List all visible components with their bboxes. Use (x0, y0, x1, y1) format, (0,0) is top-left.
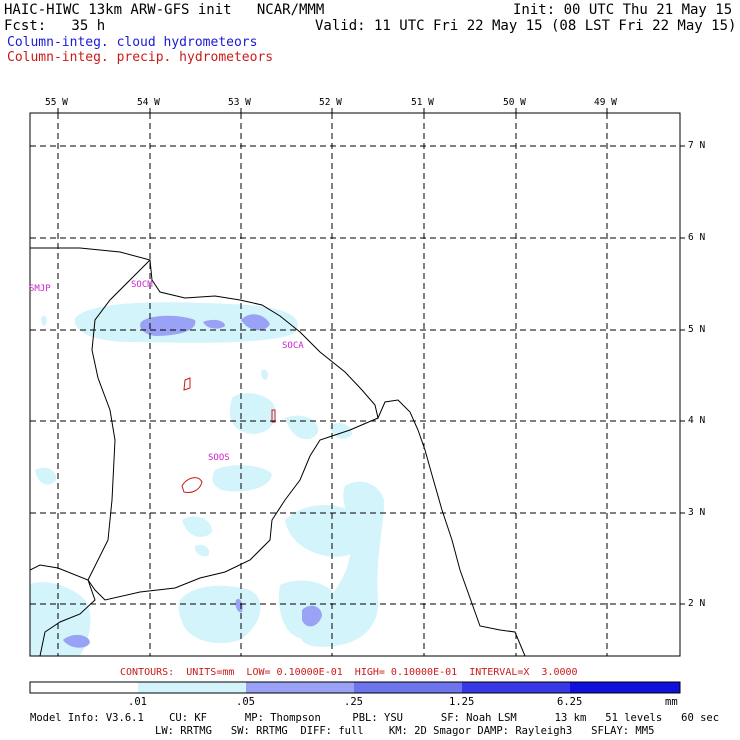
init-time: Init: 00 UTC Thu 21 May 15 (513, 2, 733, 18)
cloud-area (285, 415, 319, 440)
border (39, 579, 96, 656)
precip-contour (271, 409, 276, 423)
cloud-area (35, 467, 57, 485)
cloud-area (212, 465, 272, 492)
axis-ticks (57, 108, 685, 605)
coastline (30, 247, 526, 656)
heavy-cloud-area (63, 634, 90, 648)
heavy-cloud-area (203, 319, 225, 329)
cloud-area (182, 516, 212, 537)
cloud-area (41, 315, 47, 326)
colorbar-tick: .25 (344, 696, 363, 708)
colorbar-tick: .01 (128, 696, 147, 708)
station-label: SOOS (208, 453, 230, 463)
station-label: SMJP (29, 284, 51, 294)
station-label: SOCA (282, 341, 304, 351)
cloud-area (178, 585, 261, 644)
colorbar-tick: .05 (236, 696, 255, 708)
contours-info: CONTOURS: UNITS=mm LOW= 0.10000E-01 HIGH… (120, 667, 578, 678)
lon-label: 52 W (319, 97, 342, 108)
colorbar (29, 681, 681, 694)
precip-contours (181, 377, 276, 493)
cloud-area (261, 369, 269, 380)
lat-label: 6 N (688, 232, 706, 243)
precip-contour (183, 377, 191, 391)
station-label: SOCM (131, 280, 153, 290)
lon-label: 51 W (411, 97, 434, 108)
cloud-area (285, 505, 363, 557)
lon-label: 50 W (503, 97, 526, 108)
latlon-grid (30, 113, 680, 656)
lon-label: 54 W (137, 97, 160, 108)
colorbar-units: mm (665, 696, 678, 708)
model-info-line2: LW: RRTMG SW: RRTMG DIFF: full KM: 2D Sm… (155, 725, 655, 737)
plot-title: HAIC-HIWC 13km ARW-GFS init NCAR/MMM (4, 2, 325, 18)
lat-label: 7 N (688, 140, 706, 151)
lon-label: 55 W (45, 97, 68, 108)
forecast-hour: Fcst: 35 h (4, 18, 106, 34)
map-frame (29, 112, 681, 657)
heavy-cloud-area (140, 315, 196, 336)
lat-label: 2 N (688, 598, 706, 609)
heavy-cloud-area (302, 605, 322, 627)
model-info-line1: Model Info: V3.6.1 CU: KF MP: Thompson P… (30, 712, 720, 724)
lon-label: 49 W (594, 97, 617, 108)
valid-time: Valid: 11 UTC Fri 22 May 15 (08 LST Fri … (315, 18, 737, 34)
hydrometeor-shading (30, 302, 385, 656)
lat-label: 4 N (688, 415, 706, 426)
lon-label: 53 W (228, 97, 251, 108)
precip-field-label: Column-integ. precip. hydrometeors (7, 50, 274, 65)
cloud-area (194, 544, 210, 557)
heavy-cloud-area (241, 314, 270, 331)
cloud-area (229, 393, 276, 434)
cloud-area (299, 481, 385, 647)
colorbar-tick: 1.25 (449, 696, 475, 708)
lat-label: 3 N (688, 507, 706, 518)
cloud-field-label: Column-integ. cloud hydrometeors (7, 35, 258, 50)
lat-label: 5 N (688, 324, 706, 335)
precip-contour (181, 477, 203, 493)
colorbar-tick: 6.25 (557, 696, 583, 708)
